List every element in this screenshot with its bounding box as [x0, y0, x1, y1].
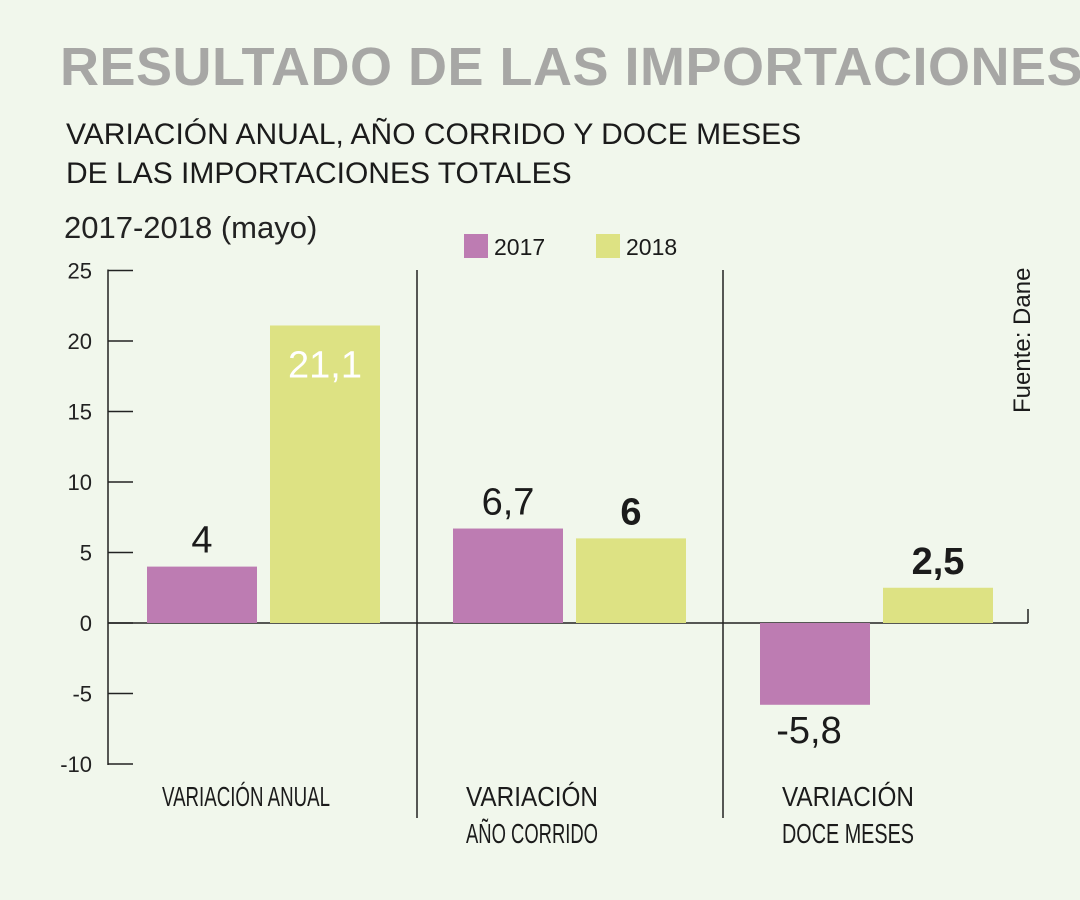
- y-tick-label: 5: [80, 541, 92, 566]
- y-tick-label: 15: [68, 400, 92, 425]
- bar-2018: [270, 325, 380, 623]
- data-label-2018: 2,5: [912, 541, 965, 583]
- legend-label-2018: 2018: [626, 234, 677, 260]
- legend-label-2017: 2017: [494, 234, 545, 260]
- category-label: VARIACIÓN ANUAL: [162, 781, 330, 812]
- category-label: VARIACIÓN: [782, 781, 914, 812]
- y-tick-label: 20: [68, 329, 92, 354]
- bar-2017: [147, 566, 257, 623]
- y-tick-label: 0: [80, 611, 92, 636]
- data-label-2017: 4: [191, 520, 212, 562]
- period-label: 2017-2018 (mayo): [64, 210, 318, 245]
- bar-2017: [453, 528, 563, 623]
- chart-title: RESULTADO DE LAS IMPORTACIONES: [60, 37, 1080, 97]
- chart-subtitle-line-2: DE LAS IMPORTACIONES TOTALES: [66, 157, 572, 190]
- data-label-2018: 6: [620, 491, 641, 533]
- chart-subtitle-line-1: VARIACIÓN ANUAL, AÑO CORRIDO Y DOCE MESE…: [66, 118, 802, 151]
- bar-2017: [760, 623, 870, 705]
- y-tick-label: -10: [60, 752, 92, 777]
- data-label-2017: -5,8: [776, 710, 841, 752]
- y-tick-label: 10: [68, 470, 92, 495]
- category-label: AÑO CORRIDO: [466, 818, 598, 849]
- bar-2018: [883, 587, 993, 623]
- source-label: Fuente: Dane: [1009, 268, 1036, 413]
- y-tick-label: -5: [72, 682, 92, 707]
- category-label: VARIACIÓN: [466, 781, 598, 812]
- legend-swatch-2017: [464, 234, 488, 258]
- data-label-2018: 21,1: [288, 344, 362, 386]
- legend-swatch-2018: [596, 234, 620, 258]
- category-label: DOCE MESES: [782, 818, 914, 849]
- data-label-2017: 6,7: [482, 482, 535, 524]
- y-tick-label: 25: [68, 259, 92, 284]
- bar-2018: [576, 538, 686, 623]
